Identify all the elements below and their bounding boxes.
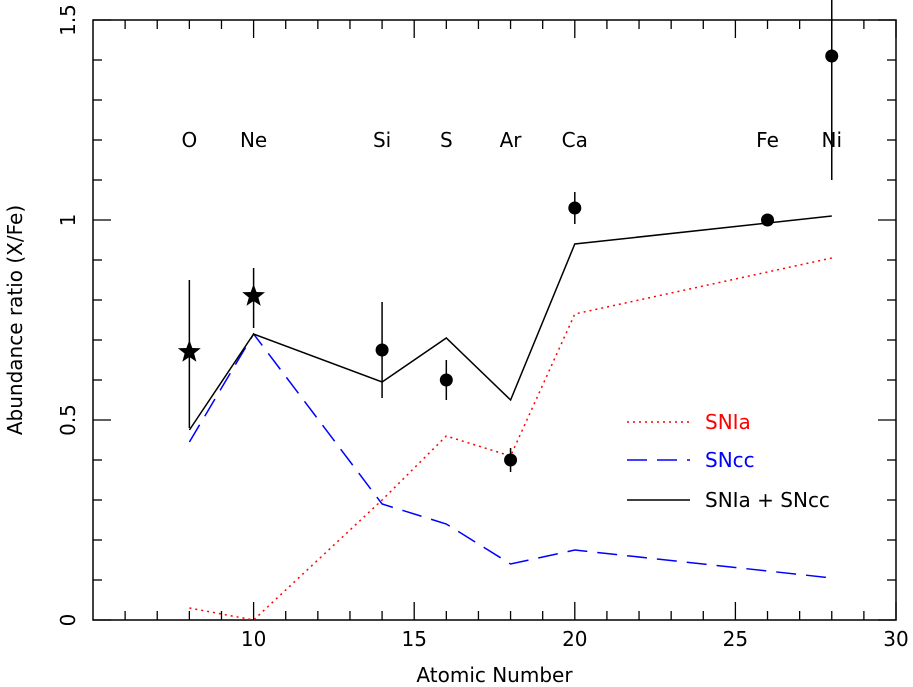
element-label: Ca: [562, 128, 588, 152]
series-line-snia-sncc: [188, 215, 832, 431]
plot-frame: [92, 19, 897, 621]
data-point-star: [177, 340, 201, 362]
y-axis-label: Abundance ratio (X/Fe): [3, 205, 27, 435]
series-line-snia: [189, 257, 832, 621]
x-tick-label: 25: [723, 627, 748, 651]
data-point: [825, 49, 839, 63]
element-label: Ar: [500, 128, 523, 152]
element-label: S: [440, 128, 453, 152]
data-point: [439, 373, 453, 387]
data-point: [568, 201, 582, 215]
y-tick-label: 0: [56, 614, 80, 627]
legend-label: SNIa + SNcc: [705, 488, 830, 512]
x-tick-label: 15: [401, 627, 426, 651]
x-tick-label: 20: [562, 627, 587, 651]
legend-label: SNcc: [705, 448, 755, 472]
element-labels: O Ne Si S Ar Ca Fe Ni: [181, 128, 842, 152]
data-point: [375, 343, 389, 357]
x-axis-label: Atomic Number: [416, 663, 573, 687]
y-tick-label: 1: [56, 214, 80, 227]
x-tick-label: 10: [241, 627, 266, 651]
y-tick-label: 0.5: [56, 404, 80, 436]
element-label: O: [181, 128, 197, 152]
data-point-star: [242, 284, 265, 306]
axis-ticks: 10 15 20 25 30 0 0.5 1 1.5: [56, 4, 909, 651]
observations: [177, 0, 839, 472]
element-label: Ni: [821, 128, 842, 152]
model-lines: [188, 215, 832, 621]
element-label: Si: [373, 128, 391, 152]
y-tick-label: 1.5: [56, 4, 80, 36]
legend: SNIa SNcc SNIa + SNcc: [627, 410, 830, 512]
data-point: [504, 453, 518, 467]
legend-label: SNIa: [705, 410, 751, 434]
x-tick-label: 30: [883, 627, 908, 651]
data-point: [761, 213, 775, 227]
element-label: Fe: [756, 128, 779, 152]
element-label: Ne: [240, 128, 267, 152]
